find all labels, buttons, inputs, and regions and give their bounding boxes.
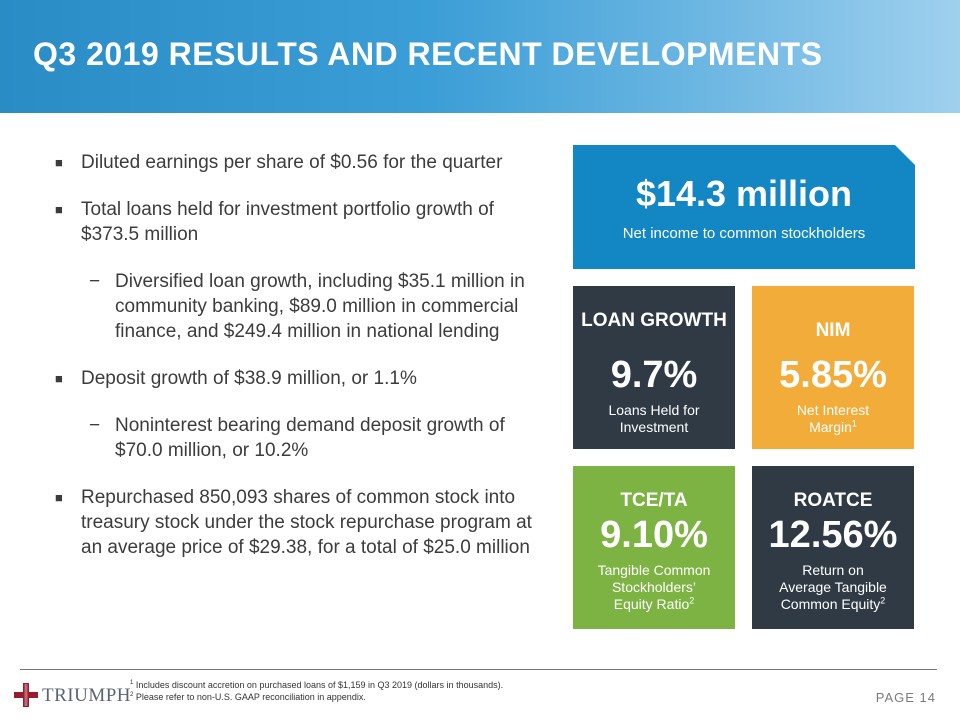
bullet-text: Diluted earnings per share of $0.56 for … [81, 152, 503, 173]
bullet-text: Deposit growth of $38.9 million, or 1.1% [81, 368, 417, 389]
square-bullet-icon: ■ [55, 202, 63, 217]
header-banner: Q3 2019 RESULTS AND RECENT DEVELOPMENTS [0, 0, 960, 113]
bullet-item: ■ Repurchased 850,093 shares of common s… [55, 485, 545, 560]
square-bullet-icon: ■ [55, 371, 63, 386]
logo-wordmark: TRIUMPH [42, 685, 132, 706]
roatce-value: 12.56% [768, 514, 898, 556]
triumph-cross-icon [14, 683, 38, 707]
tce-ta-tile: TCE/TA 9.10% Tangible Common Stockholder… [573, 466, 735, 629]
roatce-desc: Return on Average Tangible Common Equity… [779, 562, 887, 612]
bullet-item: ■ Total loans held for investment portfo… [55, 197, 545, 247]
bullet-item: ■ Deposit growth of $38.9 million, or 1.… [55, 366, 545, 391]
bullet-item: ■ Diluted earnings per share of $0.56 fo… [55, 150, 545, 175]
sub-bullet-item: − Diversified loan growth, including $35… [55, 269, 545, 344]
loan-growth-title: LOAN GROWTH [581, 310, 727, 331]
nim-tile: NIM 5.85% Net Interest Margin1 [752, 286, 914, 449]
tce-ta-desc: Tangible Common Stockholders’ Equity Rat… [597, 562, 711, 612]
tce-ta-value: 9.10% [600, 514, 708, 556]
bullet-text: Repurchased 850,093 shares of common sto… [81, 487, 532, 558]
net-income-card: $14.3 million Net income to common stock… [573, 145, 915, 269]
bullet-text: Total loans held for investment portfoli… [81, 199, 494, 245]
bullet-text: Diversified loan growth, including $35.1… [115, 271, 525, 342]
square-bullet-icon: ■ [55, 155, 63, 170]
sub-bullet-item: − Noninterest bearing demand deposit gro… [55, 413, 545, 463]
dash-bullet-icon: − [89, 271, 101, 292]
roatce-title: ROATCE [793, 490, 873, 511]
net-income-value: $14.3 million [635, 173, 853, 214]
nim-desc: Net Interest Margin1 [796, 402, 870, 435]
loan-growth-desc: Loans Held for Investment [608, 402, 700, 435]
bullet-list: ■ Diluted earnings per share of $0.56 fo… [55, 150, 545, 582]
bullet-text: Noninterest bearing demand deposit growt… [115, 415, 505, 461]
dash-bullet-icon: − [89, 415, 101, 436]
nim-value: 5.85% [779, 354, 887, 396]
footer-divider [20, 669, 937, 670]
page-title: Q3 2019 RESULTS AND RECENT DEVELOPMENTS [33, 36, 823, 72]
loan-growth-value: 9.7% [610, 354, 698, 396]
net-income-label: Net income to common stockholders [622, 225, 866, 242]
loan-growth-tile: LOAN GROWTH 9.7% Loans Held for Investme… [573, 286, 735, 449]
footnotes: 1 Includes discount accretion on purchas… [130, 679, 503, 703]
page-number: PAGE 14 [875, 690, 936, 705]
nim-title: NIM [815, 320, 851, 341]
square-bullet-icon: ■ [55, 490, 63, 505]
folded-corner [895, 145, 915, 165]
footnote: 1 Includes discount accretion on purchas… [130, 680, 504, 690]
roatce-tile: ROATCE 12.56% Return on Average Tangible… [752, 466, 914, 629]
tce-ta-title: TCE/TA [620, 490, 688, 511]
footnote: 2 Please refer to non-U.S. GAAP reconcil… [130, 692, 366, 702]
